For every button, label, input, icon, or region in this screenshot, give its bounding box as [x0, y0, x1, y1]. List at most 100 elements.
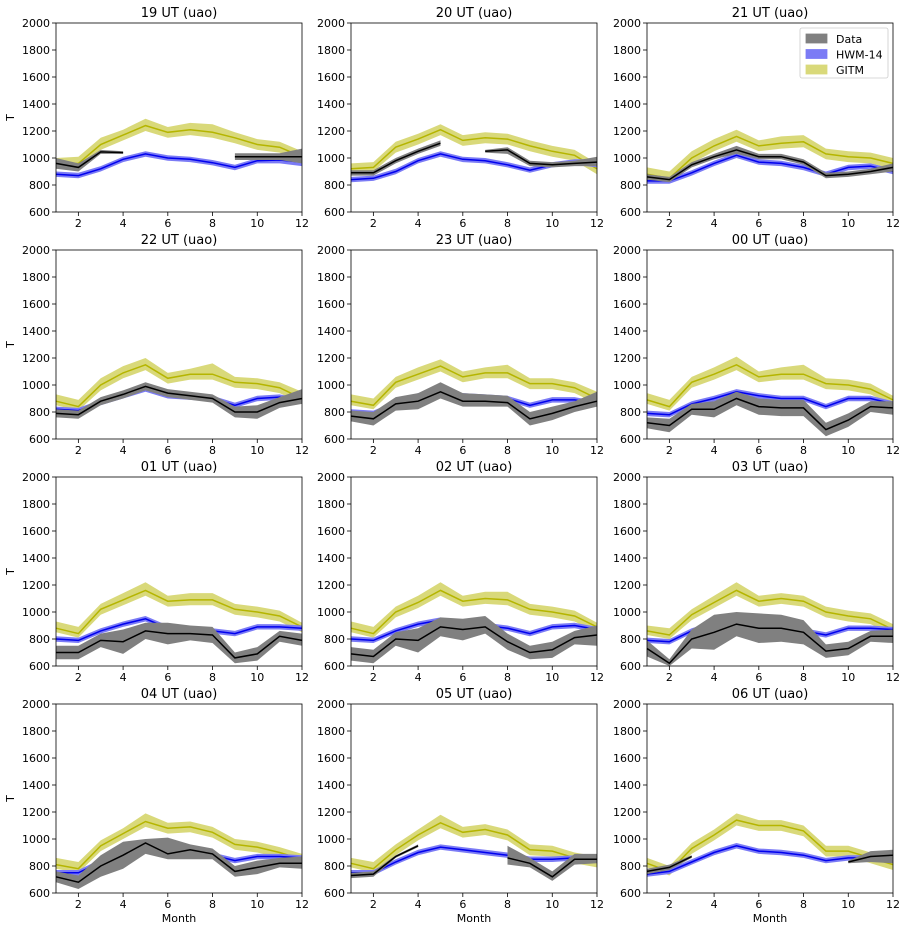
x-tick-label: 12 — [886, 217, 900, 230]
gitm-line — [646, 363, 894, 408]
x-tick-label: 10 — [841, 671, 855, 684]
y-tick-label: 800 — [29, 179, 50, 192]
axes-frame — [350, 249, 598, 440]
y-tick-label: 1400 — [317, 779, 345, 792]
y-tick-label: 600 — [29, 206, 50, 219]
data-line — [646, 623, 893, 665]
data-line — [55, 385, 303, 416]
data-band — [485, 147, 597, 168]
x-tick-label: 12 — [590, 898, 604, 911]
x-tick-label: 8 — [504, 444, 511, 457]
y-tick-label: 1400 — [22, 325, 50, 338]
x-tick-label: 8 — [504, 671, 511, 684]
panel-23-ut: 2 4 6 8 10 12 600 800 1000 1200 1400 1600 1800 2000 23… — [317, 233, 604, 457]
x-tick-label: 12 — [590, 671, 604, 684]
x-tick-label: 12 — [295, 898, 309, 911]
panel-00-ut: 2 4 6 8 10 12 600 800 1000 1200 1400 1600 1800 2000 00… — [613, 233, 900, 457]
gitm-line — [55, 124, 303, 166]
x-tick-label: 2 — [75, 898, 82, 911]
y-tick-label: 2000 — [22, 244, 50, 257]
axes-frame — [55, 249, 303, 440]
x-tick-label: 8 — [800, 898, 807, 911]
x-tick-label: 8 — [504, 898, 511, 911]
y-tick-label: 1200 — [22, 125, 50, 138]
axes-frame — [646, 476, 894, 667]
hwm14-line — [647, 154, 894, 182]
x-tick-label: 4 — [120, 898, 127, 911]
y-tick-label: 1200 — [613, 352, 641, 365]
data-line — [350, 626, 598, 658]
y-tick-label: 800 — [620, 179, 641, 192]
x-tick-label: 4 — [711, 898, 718, 911]
y-tick-label: 1200 — [22, 806, 50, 819]
x-tick-label: 2 — [75, 217, 82, 230]
x-tick-label: 10 — [841, 444, 855, 457]
y-tick-label: 1000 — [613, 152, 641, 165]
panel-06-ut: 2 4 6 8 10 12 600 800 1000 1200 1400 1600 1800 2000 06… — [613, 687, 900, 925]
y-tick-label: 2000 — [613, 698, 641, 711]
y-tick-label: 1200 — [317, 125, 345, 138]
y-tick-label: 1200 — [613, 579, 641, 592]
hwm14-line — [351, 846, 598, 874]
y-axis-label: T — [4, 795, 17, 803]
data-band — [507, 845, 597, 881]
x-tick-label: 6 — [164, 444, 171, 457]
x-tick-label: 6 — [164, 217, 171, 230]
y-tick-label: 1800 — [22, 44, 50, 57]
y-tick-label: 1800 — [613, 271, 641, 284]
y-tick-label: 800 — [29, 406, 50, 419]
y-tick-label: 1000 — [613, 379, 641, 392]
x-tick-label: 6 — [459, 444, 466, 457]
y-tick-label: 1800 — [22, 725, 50, 738]
y-tick-label: 1600 — [613, 752, 641, 765]
x-tick-label: 12 — [886, 671, 900, 684]
y-tick-label: 1600 — [22, 525, 50, 538]
data-line — [55, 842, 302, 884]
x-tick-label: 12 — [295, 671, 309, 684]
x-tick-label: 6 — [755, 217, 762, 230]
data-band — [351, 382, 597, 426]
x-tick-label: 10 — [545, 671, 559, 684]
legend-label-gitm: GITM — [836, 64, 864, 77]
x-tick-label: 6 — [755, 671, 762, 684]
data-line — [507, 857, 597, 878]
hwm14-line — [646, 845, 894, 875]
panel-22-ut: 2 4 6 8 10 12 600 800 1000 1200 1400 1600 1800 2000 22… — [4, 233, 309, 457]
y-tick-label: 1600 — [317, 298, 345, 311]
x-tick-label: 12 — [295, 444, 309, 457]
y-tick-label: 2000 — [317, 244, 345, 257]
y-tick-label: 800 — [29, 860, 50, 873]
axes-frame — [646, 22, 894, 213]
x-tick-label: 4 — [120, 444, 127, 457]
y-axis-label: T — [4, 568, 17, 576]
panel-title: 04 UT (uao) — [141, 687, 218, 702]
x-tick-label: 10 — [545, 898, 559, 911]
axes-frame — [55, 703, 303, 894]
axes-frame — [646, 703, 894, 894]
y-tick-label: 600 — [29, 887, 50, 900]
y-axis-label: T — [4, 114, 17, 122]
gitm-line — [55, 363, 303, 408]
y-tick-label: 1200 — [613, 806, 641, 819]
gitm-line — [55, 589, 303, 635]
x-tick-label: 2 — [75, 671, 82, 684]
x-tick-label: 2 — [666, 444, 673, 457]
y-tick-label: 800 — [620, 860, 641, 873]
gitm-line — [55, 820, 303, 870]
y-tick-label: 600 — [620, 887, 641, 900]
legend-swatch-gitm — [805, 64, 828, 75]
y-tick-label: 600 — [620, 660, 641, 673]
y-tick-label: 1600 — [22, 752, 50, 765]
y-tick-label: 1000 — [613, 606, 641, 619]
y-tick-label: 1400 — [613, 325, 641, 338]
y-tick-label: 800 — [620, 406, 641, 419]
x-tick-label: 10 — [250, 671, 264, 684]
x-axis-label: Month — [162, 912, 197, 925]
x-tick-label: 8 — [209, 898, 216, 911]
axes-frame — [55, 476, 303, 667]
axes-frame — [646, 249, 894, 440]
x-tick-label: 4 — [120, 217, 127, 230]
panel-title: 03 UT (uao) — [732, 460, 809, 475]
data-band — [647, 612, 893, 666]
panel-05-ut: 2 4 6 8 10 12 600 800 1000 1200 1400 1600 1800 2000 05… — [317, 687, 604, 925]
